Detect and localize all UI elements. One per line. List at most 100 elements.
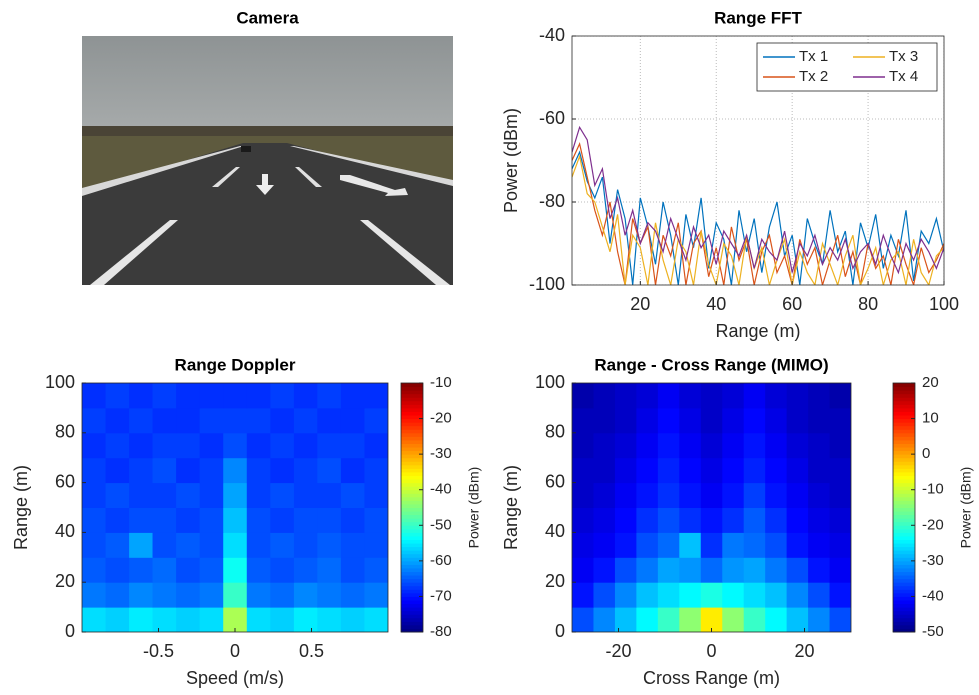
- colorbar-swatch: [893, 482, 915, 487]
- heatmap-cell: [129, 557, 154, 583]
- heatmap-cell: [722, 407, 745, 434]
- heatmap-cell: [743, 507, 766, 533]
- colorbar-swatch: [401, 521, 423, 526]
- heatmap-cell: [572, 507, 594, 533]
- heatmap-cell: [270, 507, 295, 533]
- heatmap-cell: [593, 607, 616, 632]
- heatmap-cell: [636, 607, 659, 632]
- chart-title: Camera: [236, 8, 299, 27]
- heatmap-cell: [317, 532, 342, 558]
- colorbar-tick-label: 0: [922, 445, 930, 462]
- heatmap-cell: [152, 557, 177, 583]
- colorbar-swatch: [401, 575, 423, 580]
- heatmap-cell: [636, 407, 659, 434]
- colorbar-swatch: [893, 521, 915, 526]
- heatmap-cell: [340, 507, 365, 533]
- colorbar-swatch: [893, 511, 915, 516]
- heatmap-cell: [829, 507, 851, 533]
- colorbar-swatch: [401, 489, 423, 494]
- heatmap-cell: [293, 557, 318, 583]
- heatmap-cell: [152, 482, 177, 508]
- heatmap-cell: [340, 407, 365, 434]
- plot-area: [82, 383, 388, 632]
- y-tick-label: 0: [65, 621, 75, 641]
- y-tick-label: 20: [545, 571, 565, 591]
- heatmap-cell: [614, 557, 637, 583]
- heatmap-cell: [722, 607, 745, 632]
- colorbar-swatch: [401, 418, 423, 423]
- heatmap-cell: [105, 557, 130, 583]
- heatmap-cell: [176, 432, 201, 459]
- heatmap-cell: [364, 557, 388, 583]
- heatmap-cell: [743, 383, 766, 409]
- x-axis-label: Cross Range (m): [643, 668, 780, 688]
- heatmap-cell: [786, 432, 809, 459]
- colorbar-tick-label: -40: [922, 587, 944, 604]
- heatmap-cell: [679, 383, 702, 409]
- heatmap-cell: [657, 432, 680, 459]
- heatmap-cell: [679, 557, 702, 583]
- colorbar-swatch: [401, 390, 423, 395]
- heatmap-cell: [700, 532, 723, 558]
- heatmap-cell: [246, 407, 271, 434]
- heatmap-cell: [270, 557, 295, 583]
- colorbar-swatch: [893, 617, 915, 622]
- heatmap-cell: [82, 532, 107, 558]
- colorbar-swatch: [893, 468, 915, 473]
- heatmap-cell: [765, 607, 788, 632]
- heatmap-cell: [722, 457, 745, 484]
- colorbar-tick-label: -50: [922, 623, 944, 640]
- colorbar-swatch: [893, 539, 915, 544]
- heatmap-cell: [593, 582, 616, 608]
- heatmap-cell: [636, 383, 659, 409]
- heatmap-cell: [223, 482, 248, 508]
- heatmap-cell: [176, 557, 201, 583]
- heatmap-cell: [176, 582, 201, 608]
- heatmap-cell: [223, 582, 248, 608]
- heatmap-cell: [829, 432, 851, 459]
- colorbar-swatch: [893, 599, 915, 605]
- colorbar-swatch: [893, 436, 915, 441]
- colorbar-tick-label: -20: [430, 410, 452, 427]
- heatmap-cell: [614, 407, 637, 434]
- heatmap-cell: [246, 482, 271, 508]
- colorbar-swatch: [893, 546, 915, 551]
- heatmap-cell: [223, 607, 248, 632]
- colorbar-swatch: [401, 447, 423, 452]
- y-tick-label: 80: [545, 422, 565, 442]
- colorbar-swatch: [893, 407, 915, 412]
- heatmap-cell: [199, 532, 224, 558]
- colorbar-swatch: [401, 607, 423, 612]
- colorbar-swatch: [401, 567, 423, 573]
- colorbar-swatch: [893, 535, 915, 541]
- colorbar-swatch: [893, 450, 915, 455]
- heatmap-cell: [293, 582, 318, 608]
- colorbar-swatch: [893, 457, 915, 462]
- heatmap-cell: [317, 457, 342, 484]
- heatmap-cell: [270, 383, 295, 409]
- heatmap-cell: [722, 532, 745, 558]
- heatmap-cell: [700, 582, 723, 608]
- heatmap-cell: [808, 457, 831, 484]
- heatmap-cell: [105, 607, 130, 632]
- heatmap-cell: [572, 383, 594, 409]
- heatmap-cell: [679, 507, 702, 533]
- heatmap-cell: [199, 482, 224, 508]
- colorbar-swatch: [401, 532, 423, 537]
- legend-box: [756, 42, 938, 92]
- heatmap-cell: [808, 582, 831, 608]
- heatmap-cell: [572, 557, 594, 583]
- x-tick-label: 40: [706, 294, 726, 314]
- heatmap-cell: [246, 507, 271, 533]
- heatmap-cell: [593, 432, 616, 459]
- heatmap-cell: [700, 482, 723, 508]
- colorbar-tick-label: -50: [430, 516, 452, 533]
- colorbar-swatch: [401, 407, 423, 412]
- heatmap-cell: [246, 582, 271, 608]
- colorbar-tick-label: -40: [430, 481, 452, 498]
- colorbar-swatch: [401, 471, 423, 476]
- heatmap-cell: [246, 607, 271, 632]
- heatmap-cell: [722, 482, 745, 508]
- colorbar-tick-label: -70: [430, 587, 452, 604]
- heatmap-cell: [614, 507, 637, 533]
